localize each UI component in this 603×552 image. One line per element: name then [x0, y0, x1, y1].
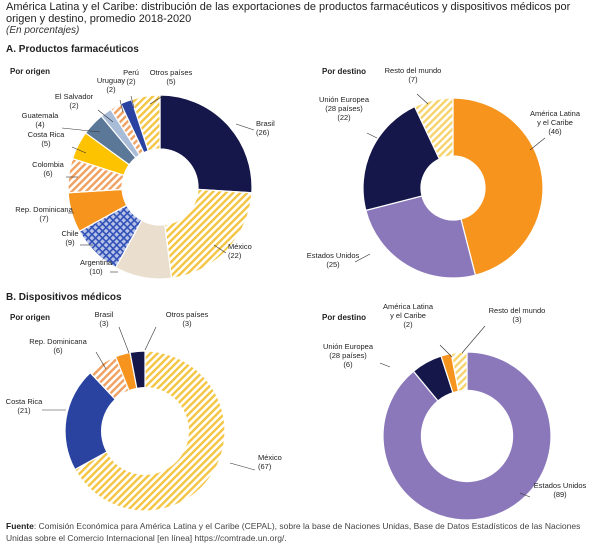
donut-chart-2: América Latina y el Caribe (46) Estados Uni…	[307, 66, 581, 279]
leader-line	[354, 253, 371, 263]
donut-chart-3: México (67) Costa Rica (21) Rep. Dominicana(…	[6, 310, 282, 512]
slice-label-brasil: Brasil (3)	[95, 310, 114, 328]
slice-label-resto-del-mundo: Resto del mundo (7)	[385, 66, 442, 84]
section-a-title: A. Productos farmacéuticos	[6, 44, 139, 55]
panel-b-destination-title: Por destino	[322, 313, 367, 322]
panel-a-destination-title: Por destino	[322, 67, 367, 76]
slice-label-resto-del-mundo: Resto del mundo (3)	[489, 306, 546, 324]
slice-label-argentina: Argentina (10)	[80, 258, 113, 276]
leader-line	[61, 127, 101, 133]
slice-label-estados-unidos: Estados Unidos (25)	[307, 251, 360, 269]
donut-hole	[420, 389, 514, 483]
slice-label-union-europea-28-paises: Unión Europea (28 países) (22)	[319, 95, 370, 122]
slice-label-estados-unidos: Estados Unidos (89)	[534, 481, 587, 499]
leader-line	[119, 99, 124, 113]
slice-label-rep-dominicana: Rep. Dominicana (6)	[29, 337, 87, 355]
leader-line	[71, 146, 87, 154]
slice-label-brasil: Brasil (26)	[256, 119, 275, 137]
source-note: Fuente: Comisión Económica para América …	[6, 521, 581, 543]
slice-label-colombia: Colombia (6)	[32, 160, 65, 178]
donut-chart-1: Brasil (26) México (22) Argentina (10)Chile (9…	[15, 68, 275, 280]
leader-line	[229, 462, 256, 471]
slice-resto-del-mundo	[413, 97, 454, 160]
leader-line	[519, 492, 531, 498]
donut-charts: Brasil (26) México (22) Argentina (10)Chile (9…	[6, 66, 587, 520]
source-label: Fuente	[6, 521, 34, 531]
donut-hole	[101, 387, 189, 475]
slice-label-costa-rica: Costa Rica (21)	[6, 397, 44, 415]
slice-brasil	[159, 94, 253, 194]
slice-label-america-latina-y-el-caribe: América Latina y el Caribe (2)	[383, 302, 434, 329]
section-b-title: B. Dispositivos médicos	[6, 292, 122, 303]
slice-label-otros-paises: Otros países (3)	[166, 310, 209, 328]
leader-line	[95, 351, 107, 370]
slice-union-europea-28-paises	[362, 105, 441, 212]
slice-label-guatemala: Guatemala (4)	[22, 111, 60, 129]
slice-estados-unidos	[382, 351, 552, 520]
leader-line	[144, 326, 157, 351]
slice-label-rep-dominicana: Rep. Dominicana (7)	[15, 205, 73, 223]
slice-otros-paises	[130, 94, 161, 152]
slice-label-peru: Perú (2)	[123, 68, 139, 86]
leader-line	[366, 132, 378, 139]
slice-label-costa-rica: Costa Rica (5)	[28, 130, 66, 148]
leader-line	[149, 95, 164, 105]
slice-mexico	[164, 188, 253, 279]
slice-america-latina-y-el-caribe	[452, 97, 544, 276]
slice-label-chile: Chile (9)	[61, 229, 78, 247]
source-text: Comisión Económica para América Latina y…	[6, 521, 581, 543]
leader-line	[130, 95, 135, 109]
panel-b-origin-title: Por origen	[10, 313, 51, 322]
leader-line	[235, 123, 255, 131]
leader-line	[439, 344, 453, 358]
chart-subtitle: (En porcentajes)	[6, 25, 80, 36]
slice-estados-unidos	[365, 195, 477, 279]
slice-label-mexico: México (67)	[258, 453, 282, 471]
donut-chart-4: Estados Unidos (89) Unión Europea (28 paíse…	[323, 302, 587, 520]
slice-label-mexico: México (22)	[228, 242, 252, 260]
panel-a-origin-title: Por origen	[10, 67, 51, 76]
slice-label-union-europea-28-paises: Unión Europea (28 países) (6)	[323, 342, 374, 369]
leader-line	[213, 244, 227, 254]
slice-label-el-salvador: El Salvador (2)	[55, 92, 94, 110]
leader-line	[97, 109, 114, 123]
chart-title: América Latina y el Caribe: distribución…	[6, 1, 571, 25]
leader-line	[379, 362, 391, 368]
slice-label-uruguay: Uruguay (2)	[97, 76, 126, 94]
leader-line	[118, 326, 130, 354]
slice-label-otros-paises: Otros países (5)	[150, 68, 193, 86]
leader-line	[416, 93, 429, 105]
leader-line	[529, 137, 546, 151]
leader-line	[461, 325, 486, 354]
slice-label-america-latina-y-el-caribe: América Latina y el Caribe (46)	[530, 109, 581, 136]
